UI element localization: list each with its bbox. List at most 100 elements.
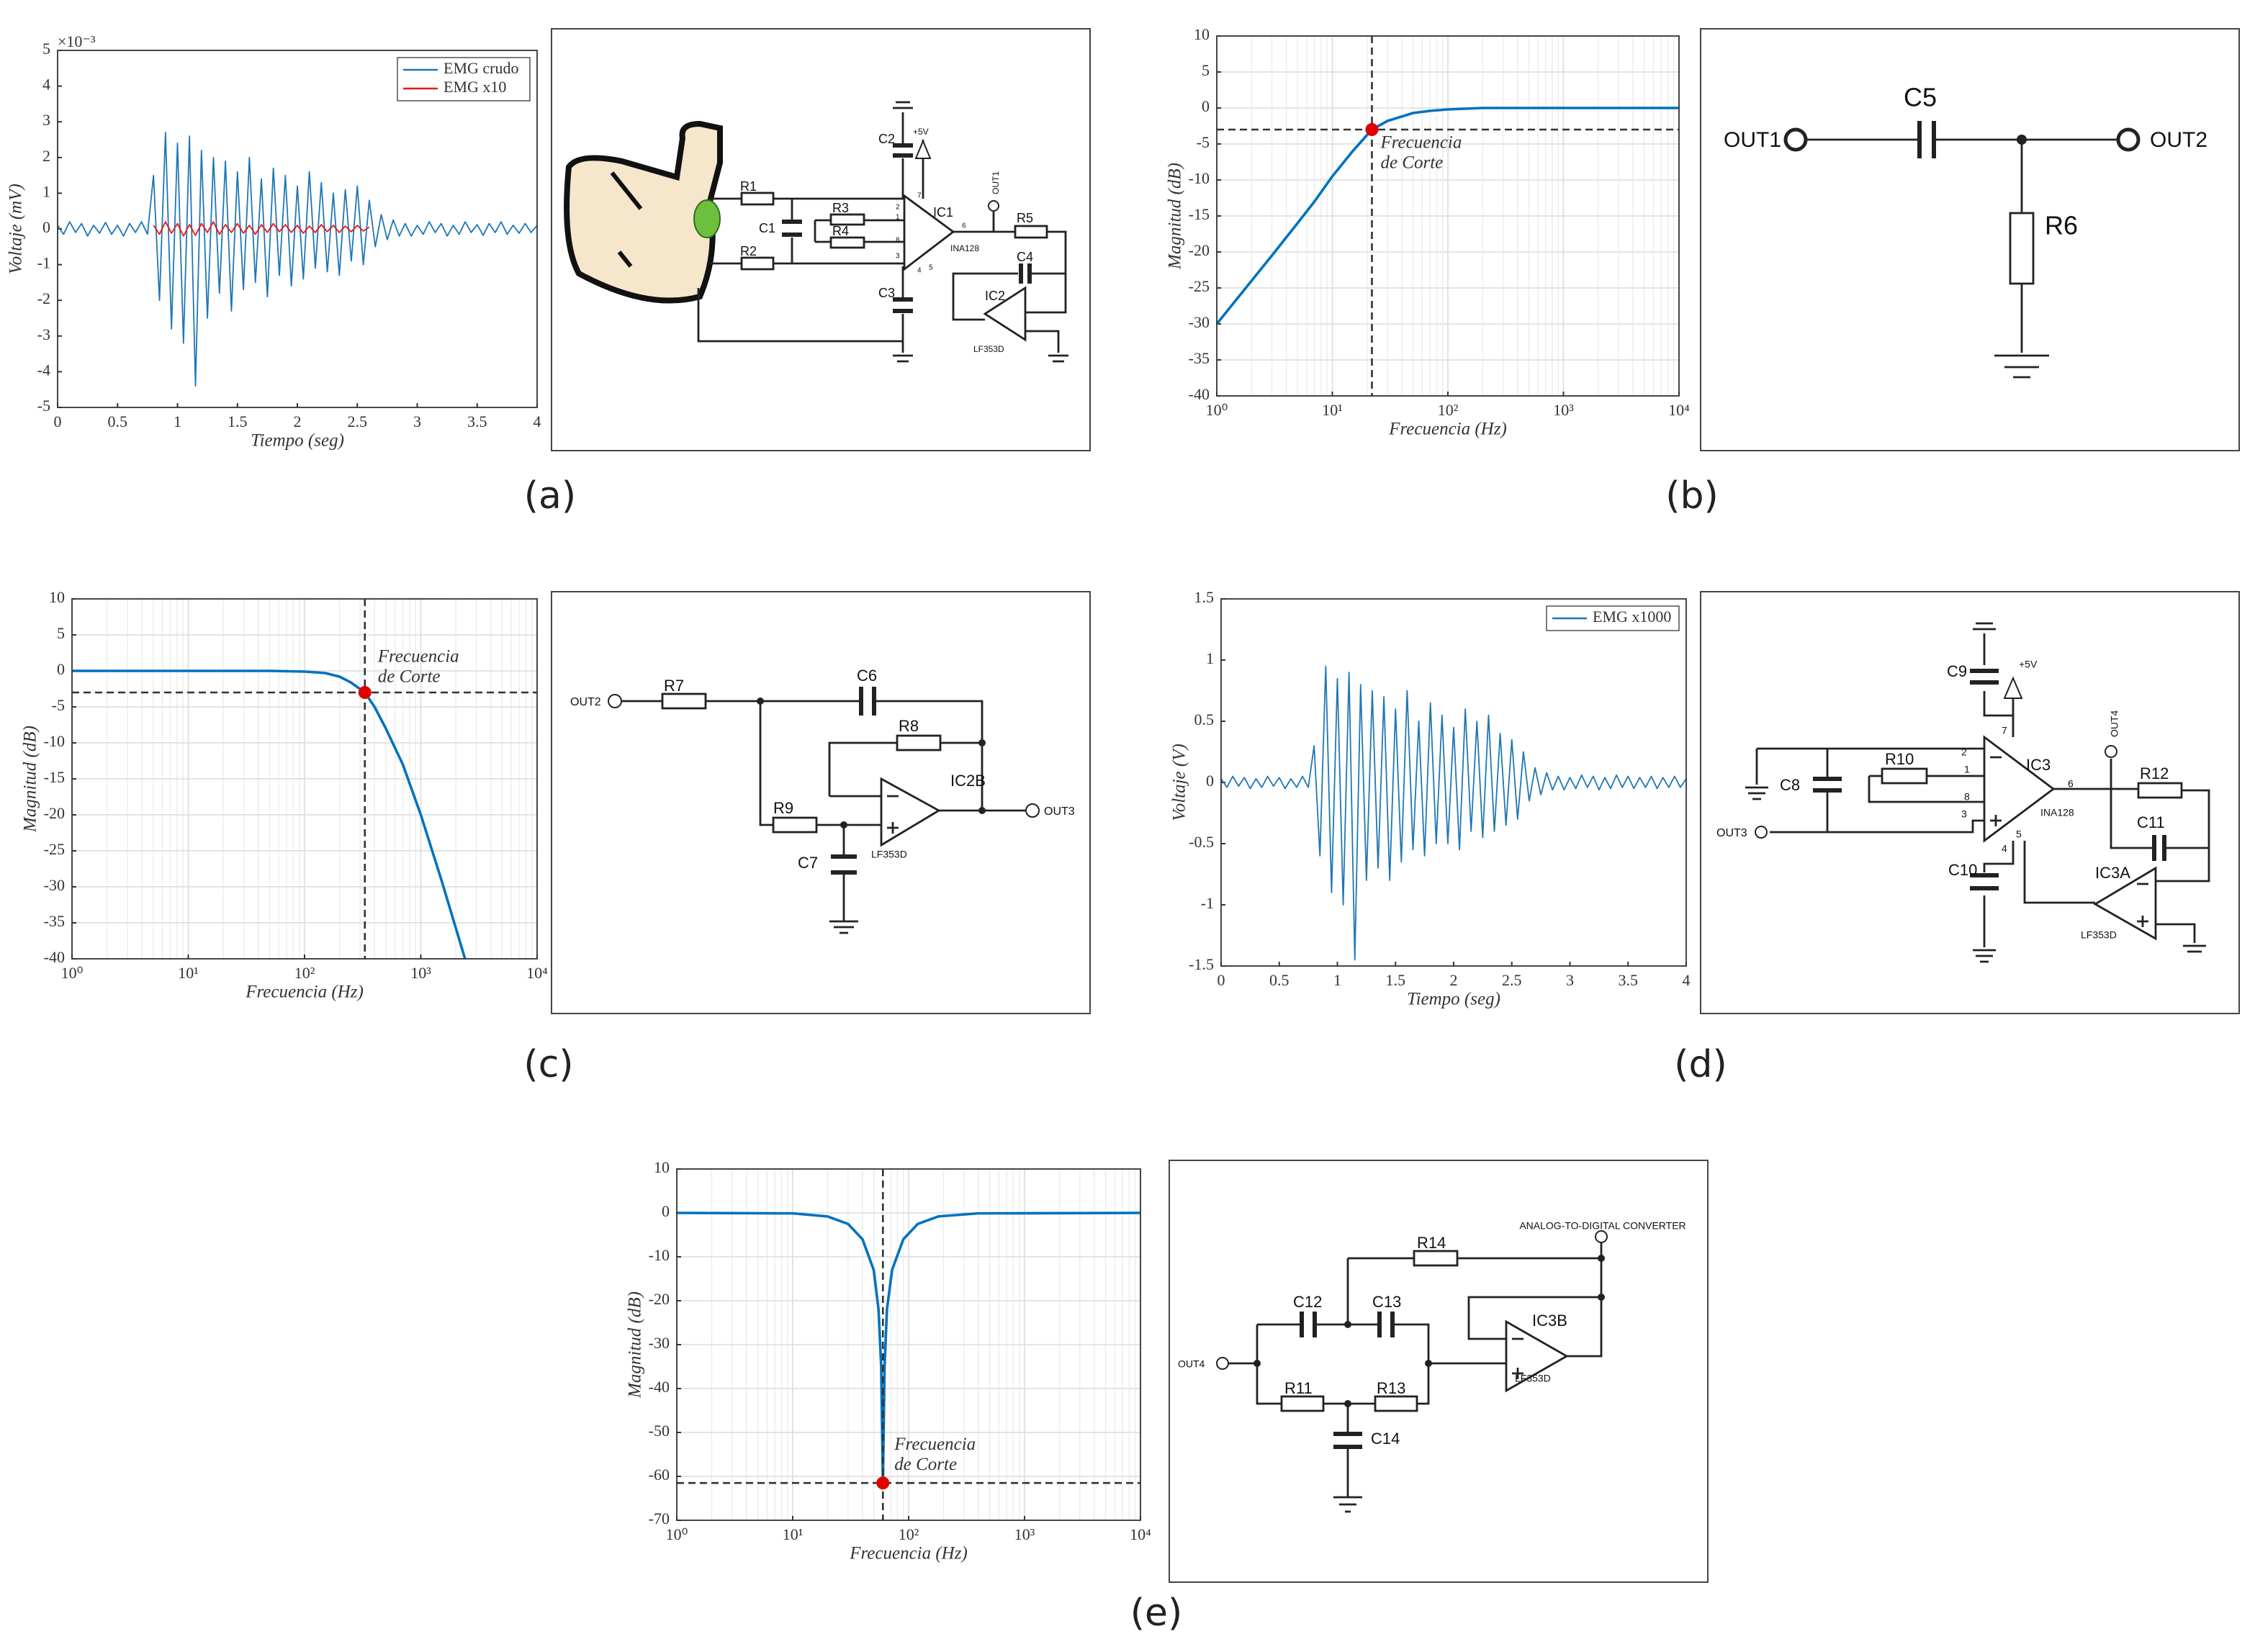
y-tick-label: 10: [654, 1158, 670, 1176]
y-tick-label: 4: [42, 76, 50, 94]
label: C11: [2137, 813, 2165, 831]
y-tick-label: -10: [44, 732, 65, 750]
x-tick-label: 3: [413, 412, 421, 430]
x-tick-label: 10⁴: [1668, 401, 1690, 419]
y-tick-label: 0: [57, 660, 65, 678]
y-tick-label: -35: [1189, 349, 1210, 367]
y-tick-label: -15: [44, 768, 65, 786]
y-tick-label: 0: [42, 218, 50, 236]
label: C1: [759, 221, 775, 235]
x-tick-label: 10²: [899, 1525, 919, 1543]
y-tick-label: -15: [1189, 205, 1210, 223]
label: IC2: [985, 289, 1005, 303]
y-tick-label: -30: [44, 876, 65, 894]
label: C6: [857, 667, 877, 685]
series-line: [57, 132, 538, 387]
y-axis-label: Magnitud (dB): [21, 726, 40, 833]
y-tick-label: 1.5: [1194, 588, 1215, 606]
label: OUT1: [1724, 128, 1781, 152]
label: C4: [1017, 250, 1033, 264]
x-tick-label: 3.5: [1619, 971, 1639, 989]
capacitors: [831, 687, 876, 875]
resistor: [740, 191, 775, 206]
label: R11: [1284, 1379, 1313, 1397]
pin: 8: [896, 237, 900, 245]
label: ANALOG-TO-DIGITAL CONVERTER: [1519, 1220, 1685, 1232]
x-axis-label: Frecuencia (Hz): [849, 1544, 968, 1563]
arm: [564, 120, 723, 304]
label: R6: [2045, 211, 2078, 240]
panel-label: (b): [1665, 474, 1719, 518]
legend: [397, 57, 531, 101]
x-tick-label: 10³: [410, 964, 431, 982]
x-tick-label: 10²: [294, 964, 315, 982]
panel-label: (a): [524, 474, 576, 518]
series-line: [1220, 665, 1687, 961]
cutoff-point: [358, 686, 372, 699]
label: C7: [798, 854, 818, 872]
node: [1253, 1360, 1261, 1367]
label: OUT1: [991, 171, 1001, 194]
plot-area: [58, 50, 537, 407]
y-tick-label: -5: [1197, 133, 1210, 151]
pin: 2: [1961, 746, 1967, 758]
label: R3: [832, 201, 849, 215]
label: IC1: [933, 205, 953, 220]
supply-arrow: [914, 139, 932, 159]
series-line: [72, 669, 467, 960]
x-tick-label: 4: [1683, 971, 1691, 989]
label: OUT4: [1178, 1358, 1205, 1370]
pin: 5: [2016, 829, 2022, 840]
electrode: [693, 199, 721, 238]
wires: [1745, 622, 2210, 963]
pin: 7: [917, 192, 922, 200]
label: R8: [899, 717, 919, 735]
axes-frame: [1216, 35, 1680, 397]
op-amp-signs: [1990, 756, 2148, 927]
y-tick-label: -40: [44, 948, 65, 966]
x-tick-label: 1.5: [228, 412, 248, 430]
x-tick-label: 10⁰: [666, 1525, 688, 1543]
y-tick-label: -35: [44, 912, 65, 930]
x-tick-label: 2: [294, 412, 302, 430]
label: +5V: [2019, 659, 2038, 670]
label: OUT3: [1044, 805, 1075, 818]
y-tick-label: 5: [1202, 61, 1210, 79]
panel-label: (e): [1130, 1592, 1183, 1635]
label: R1: [740, 179, 757, 194]
label: IC2B: [950, 772, 986, 790]
annotation: de Corte: [378, 667, 441, 687]
label: +5V: [913, 127, 929, 137]
x-tick-label: 2.5: [348, 412, 368, 430]
x-tick-label: 1: [1333, 971, 1341, 989]
annotation: Frecuencia: [894, 1435, 976, 1454]
label: R5: [1017, 211, 1033, 225]
pin: 7: [2002, 725, 2007, 736]
capacitors: [782, 143, 1032, 313]
resistor: [829, 213, 865, 226]
x-tick-label: 3: [1566, 971, 1574, 989]
label: LF353D: [973, 344, 1004, 354]
label: R10: [1885, 750, 1914, 768]
y-tick-label: 10: [49, 588, 65, 606]
pin: 1: [1964, 764, 1970, 775]
x-tick-label: 4: [534, 412, 541, 430]
node: [840, 821, 847, 829]
label: OUT2: [570, 696, 601, 708]
terminal: [2105, 745, 2117, 758]
resistor: [1374, 1395, 1418, 1412]
x-tick-label: 2.5: [1502, 971, 1522, 989]
resistor: [829, 236, 865, 249]
op-amp-signs: [1512, 1337, 1523, 1379]
y-tick-label: -40: [1189, 385, 1210, 403]
x-tick-label: 1: [174, 412, 181, 430]
y-tick-label: 0: [1202, 97, 1210, 115]
panel-label: (c): [523, 1043, 573, 1086]
y-axis-label: Voltaje (mV): [6, 184, 26, 274]
y-tick-label: -50: [649, 1422, 670, 1440]
y-tick-label: -1.5: [1189, 955, 1214, 973]
label: INA128: [2040, 807, 2074, 818]
x-axis-label: Tiempo (seg): [1407, 990, 1500, 1009]
y-tick-label: -5: [52, 696, 65, 714]
